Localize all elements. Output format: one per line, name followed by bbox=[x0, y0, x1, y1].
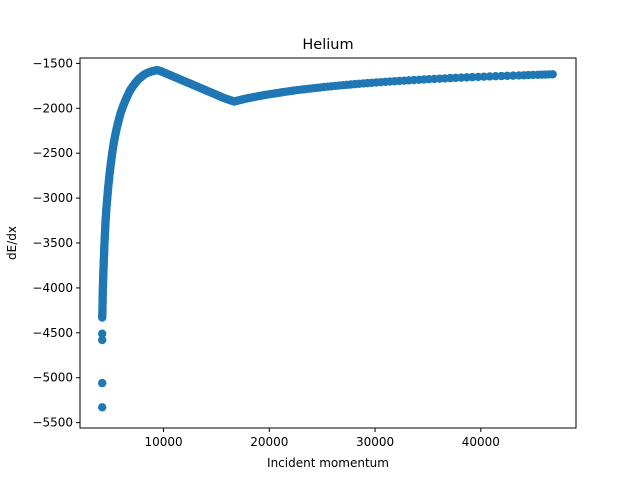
x-tick-label: 40000 bbox=[462, 435, 500, 449]
y-tick-label: −3500 bbox=[32, 236, 73, 250]
plot-frame bbox=[79, 57, 577, 429]
data-point bbox=[548, 70, 557, 79]
chart-title: Helium bbox=[302, 37, 353, 53]
y-tick-label: −1500 bbox=[32, 56, 73, 70]
data-point bbox=[98, 329, 107, 338]
x-tick-label: 10000 bbox=[144, 435, 182, 449]
y-axis-label: dE/dx bbox=[5, 226, 19, 260]
y-tick-label: −3000 bbox=[32, 191, 73, 205]
data-point bbox=[98, 403, 107, 412]
x-tick-label: 30000 bbox=[356, 435, 394, 449]
y-tick-label: −4500 bbox=[32, 326, 73, 340]
x-axis-label: Incident momentum bbox=[267, 456, 389, 470]
y-tick-label: −4000 bbox=[32, 281, 73, 295]
x-tick-label: 20000 bbox=[250, 435, 288, 449]
y-tick-label: −5000 bbox=[32, 371, 73, 385]
data-points bbox=[98, 65, 557, 412]
y-tick-label: −2000 bbox=[32, 101, 73, 115]
axis-ticks: 10000 20000 30000 40000 −5500 −5000 −4500 −4000… bbox=[32, 56, 500, 449]
data-point bbox=[98, 378, 107, 388]
y-tick-label: −2500 bbox=[32, 146, 73, 160]
data-point bbox=[98, 335, 107, 345]
y-tick-label: −5500 bbox=[32, 416, 73, 430]
